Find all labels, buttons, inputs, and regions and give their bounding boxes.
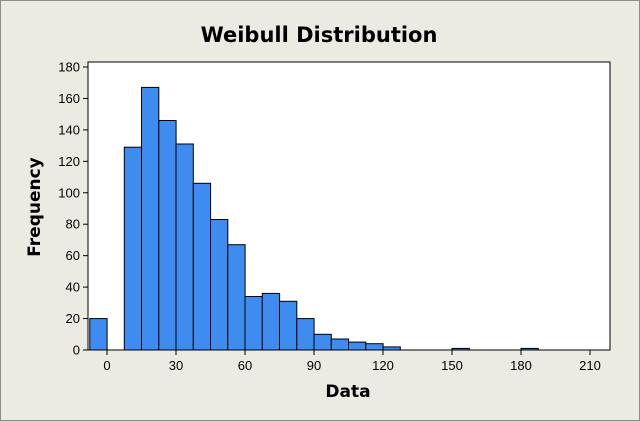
x-tick-label: 180 (510, 358, 532, 373)
histogram-bar (313, 333, 332, 351)
x-tick-label: 150 (441, 358, 463, 373)
histogram-bar (227, 244, 246, 351)
histogram-bar (382, 346, 401, 351)
histogram-bar (192, 182, 212, 351)
y-axis-label: Frequency (25, 157, 45, 257)
x-tick-label: 90 (307, 358, 321, 373)
y-tick-label: 20 (66, 311, 80, 326)
y-tick-label: 180 (58, 60, 80, 75)
histogram-bar (244, 296, 263, 351)
bars-group (89, 86, 539, 351)
histogram-bar (141, 86, 160, 351)
x-tick-label: 30 (169, 358, 183, 373)
chart-title: Weibull Distribution (201, 23, 438, 47)
histogram-bar (89, 318, 108, 351)
x-tick-label: 210 (579, 358, 601, 373)
x-tick-label: 60 (238, 358, 252, 373)
histogram-bar (296, 318, 315, 351)
x-axis-label: Data (325, 382, 370, 402)
histogram-bar (520, 347, 539, 351)
histogram-bar (261, 292, 281, 351)
histogram-bar (451, 347, 470, 351)
histogram-bar (279, 300, 298, 351)
x-tick-label: 0 (103, 358, 110, 373)
histogram-bar (210, 219, 229, 351)
x-axis-ticks: 0 30 60 90 120 150 180 210 (103, 350, 601, 373)
y-axis-ticks: 0 20 40 60 80 100 120 140 160 180 (58, 60, 88, 358)
histogram-bar (123, 146, 143, 351)
y-tick-label: 100 (58, 185, 80, 200)
histogram-bar (158, 120, 177, 351)
y-tick-label: 60 (66, 248, 80, 263)
x-tick-label: 120 (372, 358, 394, 373)
y-tick-label: 140 (58, 122, 80, 137)
y-tick-label: 80 (66, 217, 80, 232)
y-tick-label: 160 (58, 91, 80, 106)
histogram-bar (348, 341, 367, 351)
histogram-bar (365, 343, 384, 351)
y-tick-label: 120 (58, 154, 80, 169)
histogram-bar (175, 143, 194, 351)
y-tick-label: 0 (73, 343, 80, 358)
y-tick-label: 40 (66, 280, 80, 295)
histogram-bar (330, 338, 350, 351)
